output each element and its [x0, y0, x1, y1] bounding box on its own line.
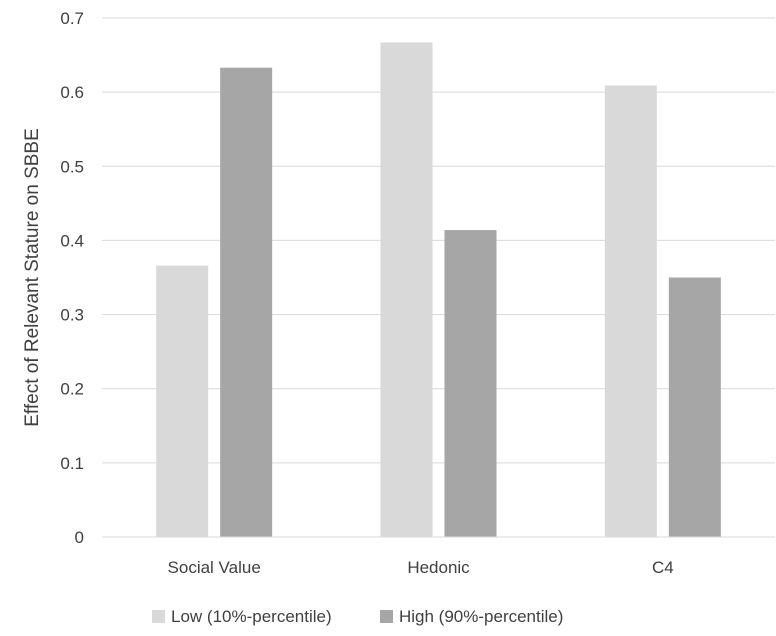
- category-label: Hedonic: [407, 558, 470, 577]
- bar-high: [668, 277, 721, 537]
- gridlines: [102, 17, 775, 464]
- bar-low: [380, 42, 433, 538]
- y-tick-label: 0.7: [60, 9, 84, 28]
- y-tick-label: 0.6: [60, 83, 84, 102]
- category-label: Social Value: [168, 558, 261, 577]
- y-tick-label: 0.4: [60, 231, 84, 250]
- y-axis-label: Effect of Relevant Stature on SBBE: [22, 128, 43, 427]
- legend-swatch: [380, 610, 393, 623]
- bar-low: [156, 265, 209, 537]
- y-tick-label: 0.1: [60, 454, 84, 473]
- legend-label: High (90%-percentile): [399, 607, 563, 626]
- bar-high: [220, 67, 273, 537]
- category-label: C4: [652, 558, 674, 577]
- bars: [156, 42, 721, 538]
- y-tick-label: 0.2: [60, 380, 84, 399]
- legend-swatch: [152, 610, 165, 623]
- y-tick-label: 0: [75, 528, 84, 547]
- category-labels: Social Value Hedonic C4: [168, 558, 674, 577]
- legend-label: Low (10%-percentile): [171, 607, 332, 626]
- y-tick-label: 0.3: [60, 306, 84, 325]
- bar-low: [604, 85, 657, 537]
- bar-high: [444, 230, 497, 537]
- y-axis-tick-labels: 0 0.1 0.2 0.3 0.4 0.5 0.6 0.7: [60, 9, 84, 547]
- legend: Low (10%-percentile) High (90%-percentile…: [152, 607, 563, 626]
- y-tick-label: 0.5: [60, 157, 84, 176]
